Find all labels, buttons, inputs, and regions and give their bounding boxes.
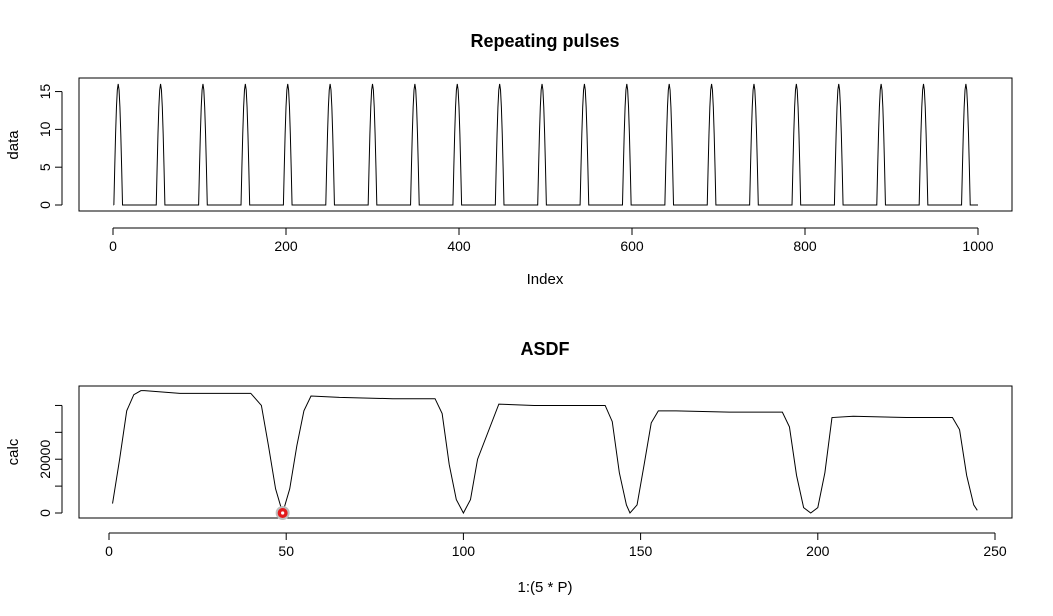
x-axis-label: Index xyxy=(527,271,564,288)
x-tick-label: 150 xyxy=(629,543,653,559)
y-axis-label: data xyxy=(5,130,22,160)
y-tick-label: 10 xyxy=(37,121,53,137)
y-tick-label: 0 xyxy=(37,201,53,209)
x-tick-label: 800 xyxy=(793,238,817,254)
series-line xyxy=(113,83,978,206)
x-tick-label: 1000 xyxy=(962,238,993,254)
marker-center xyxy=(281,511,285,515)
plot-frame xyxy=(78,77,1013,212)
x-tick-label: 250 xyxy=(983,543,1007,559)
y-tick-label: 15 xyxy=(37,84,53,100)
chart-title: Repeating pulses xyxy=(470,31,619,51)
y-tick-label: 5 xyxy=(37,163,53,171)
x-tick-label: 0 xyxy=(105,543,113,559)
y-tick-label: 20000 xyxy=(37,440,53,479)
x-tick-label: 200 xyxy=(274,238,298,254)
y-axis-label: calc xyxy=(5,438,22,465)
chart-repeating-pulses: Repeating pulses Index data 0 200 400 600 80… xyxy=(5,31,1013,288)
x-tick-label: 100 xyxy=(452,543,476,559)
x-tick-label: 0 xyxy=(109,238,117,254)
chart-asdf: ASDF 1:(5 * P) calc 0 50 100 150 200 250 0 200… xyxy=(5,339,1013,596)
y-tick-label: 0 xyxy=(37,509,53,517)
plot-frame xyxy=(78,385,1013,519)
x-tick-label: 600 xyxy=(620,238,644,254)
y-axis: 0 5 10 15 xyxy=(37,84,63,209)
x-axis-label: 1:(5 * P) xyxy=(517,579,572,596)
minimum-marker xyxy=(275,506,290,520)
x-tick-label: 400 xyxy=(447,238,471,254)
series-line xyxy=(112,390,978,515)
x-axis: 0 200 400 600 800 1000 xyxy=(109,227,994,254)
y-axis: 0 20000 xyxy=(37,404,63,517)
x-tick-label: 200 xyxy=(806,543,830,559)
x-axis: 0 50 100 150 200 250 xyxy=(105,532,1007,559)
chart-title: ASDF xyxy=(521,339,570,359)
x-tick-label: 50 xyxy=(278,543,294,559)
